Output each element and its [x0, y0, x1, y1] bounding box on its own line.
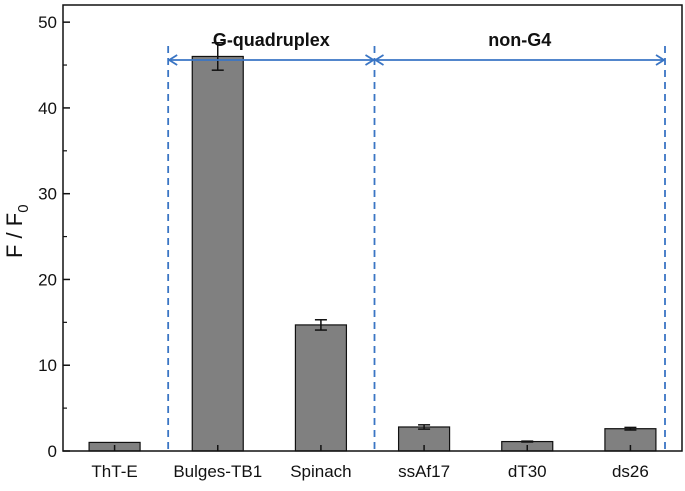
x-axis: ThT-E Bulges-TB1 Spinach ssAf17 dT30 ds26 — [91, 445, 649, 481]
x-tick-label: dT30 — [508, 462, 547, 481]
x-tick-label: ds26 — [612, 462, 649, 481]
y-tick-label: 50 — [38, 13, 57, 32]
x-tick-label: ThT-E — [91, 462, 137, 481]
plot-frame — [62, 4, 683, 452]
error-bar — [624, 426, 637, 431]
x-tick-label: ssAf17 — [398, 462, 450, 481]
group-label: G-quadruplex — [213, 30, 330, 50]
y-tick-label: 10 — [38, 356, 57, 375]
bar-spinach — [294, 324, 348, 452]
group-span-arrow — [167, 54, 376, 66]
group-span-arrow — [373, 54, 666, 66]
error-bar — [314, 319, 327, 331]
x-tick-label: Bulges-TB1 — [173, 462, 262, 481]
y-tick-label: 0 — [48, 442, 57, 461]
bar-bulges-tb1 — [191, 55, 244, 452]
error-bar — [521, 440, 534, 443]
error-bar — [418, 424, 431, 430]
y-tick-label: 40 — [38, 99, 57, 118]
y-axis-title-main: F / F — [2, 213, 27, 258]
y-axis: 0 10 20 30 40 50 — [38, 13, 70, 461]
x-tick-label: Spinach — [290, 462, 351, 481]
group-annotations: G-quadruplex non-G4 — [167, 30, 666, 451]
y-tick-label: 30 — [38, 185, 57, 204]
y-axis-title: F / F0 — [2, 204, 32, 258]
y-tick-label: 20 — [38, 270, 57, 289]
y-axis-title-subscript: 0 — [15, 204, 32, 212]
error-bar — [211, 41, 224, 71]
plot-marks — [88, 41, 657, 452]
group-label: non-G4 — [488, 30, 551, 50]
